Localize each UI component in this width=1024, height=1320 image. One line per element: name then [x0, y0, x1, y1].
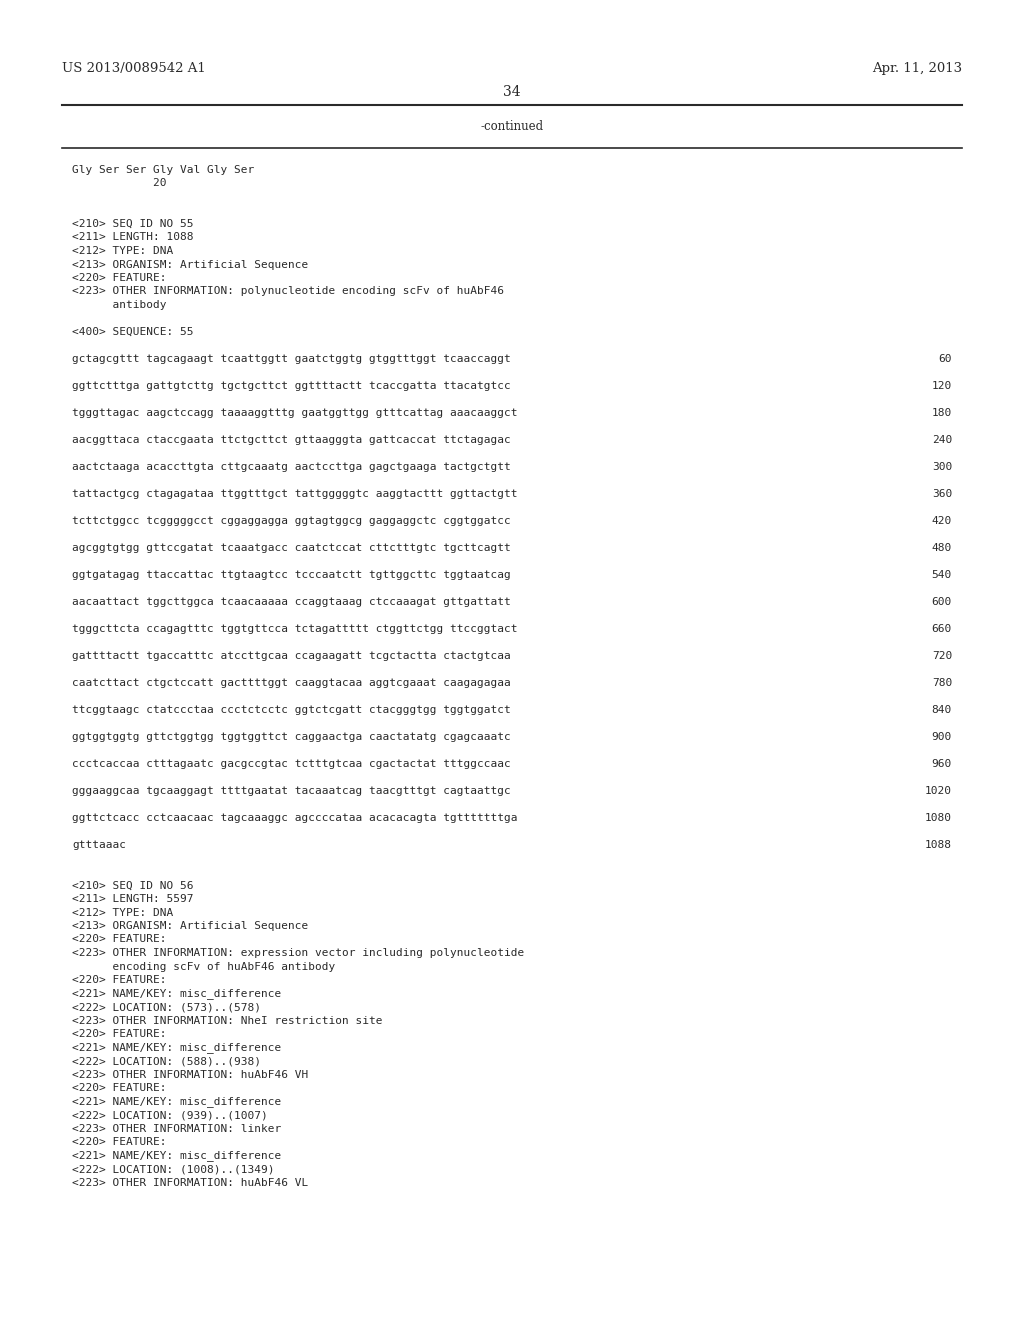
Text: <223> OTHER INFORMATION: huAbF46 VL: <223> OTHER INFORMATION: huAbF46 VL	[72, 1177, 308, 1188]
Text: US 2013/0089542 A1: US 2013/0089542 A1	[62, 62, 206, 75]
Text: ttcggtaagc ctatccctaa ccctctcctc ggtctcgatt ctacgggtgg tggtggatct: ttcggtaagc ctatccctaa ccctctcctc ggtctcg…	[72, 705, 511, 715]
Text: <220> FEATURE:: <220> FEATURE:	[72, 273, 167, 282]
Text: Apr. 11, 2013: Apr. 11, 2013	[871, 62, 962, 75]
Text: <220> FEATURE:: <220> FEATURE:	[72, 1137, 167, 1147]
Text: 660: 660	[932, 624, 952, 634]
Text: <222> LOCATION: (939)..(1007): <222> LOCATION: (939)..(1007)	[72, 1110, 267, 1119]
Text: tcttctggcc tcgggggcct cggaggagga ggtagtggcg gaggaggctc cggtggatcc: tcttctggcc tcgggggcct cggaggagga ggtagtg…	[72, 516, 511, 525]
Text: <211> LENGTH: 1088: <211> LENGTH: 1088	[72, 232, 194, 243]
Text: 480: 480	[932, 543, 952, 553]
Text: 840: 840	[932, 705, 952, 715]
Text: <223> OTHER INFORMATION: linker: <223> OTHER INFORMATION: linker	[72, 1123, 282, 1134]
Text: 360: 360	[932, 488, 952, 499]
Text: <222> LOCATION: (588)..(938): <222> LOCATION: (588)..(938)	[72, 1056, 261, 1067]
Text: <220> FEATURE:: <220> FEATURE:	[72, 1030, 167, 1039]
Text: 420: 420	[932, 516, 952, 525]
Text: aacggttaca ctaccgaata ttctgcttct gttaagggta gattcaccat ttctagagac: aacggttaca ctaccgaata ttctgcttct gttaagg…	[72, 436, 511, 445]
Text: 300: 300	[932, 462, 952, 473]
Text: <223> OTHER INFORMATION: huAbF46 VH: <223> OTHER INFORMATION: huAbF46 VH	[72, 1069, 308, 1080]
Text: 780: 780	[932, 678, 952, 688]
Text: 120: 120	[932, 381, 952, 391]
Text: agcggtgtgg gttccgatat tcaaatgacc caatctccat cttctttgtc tgcttcagtt: agcggtgtgg gttccgatat tcaaatgacc caatctc…	[72, 543, 511, 553]
Text: <212> TYPE: DNA: <212> TYPE: DNA	[72, 908, 173, 917]
Text: tgggttagac aagctccagg taaaaggtttg gaatggttgg gtttcattag aaacaaggct: tgggttagac aagctccagg taaaaggtttg gaatgg…	[72, 408, 517, 418]
Text: <223> OTHER INFORMATION: polynucleotide encoding scFv of huAbF46: <223> OTHER INFORMATION: polynucleotide …	[72, 286, 504, 297]
Text: ggttctttga gattgtcttg tgctgcttct ggttttactt tcaccgatta ttacatgtcc: ggttctttga gattgtcttg tgctgcttct ggtttta…	[72, 381, 511, 391]
Text: ggtggtggtg gttctggtgg tggtggttct caggaactga caactatatg cgagcaaatc: ggtggtggtg gttctggtgg tggtggttct caggaac…	[72, 733, 511, 742]
Text: 1088: 1088	[925, 840, 952, 850]
Text: gggaaggcaa tgcaaggagt ttttgaatat tacaaatcag taacgtttgt cagtaattgc: gggaaggcaa tgcaaggagt ttttgaatat tacaaat…	[72, 785, 511, 796]
Text: aacaattact tggcttggca tcaacaaaaa ccaggtaaag ctccaaagat gttgattatt: aacaattact tggcttggca tcaacaaaaa ccaggta…	[72, 597, 511, 607]
Text: 1020: 1020	[925, 785, 952, 796]
Text: ggtgatagag ttaccattac ttgtaagtcc tcccaatctt tgttggcttc tggtaatcag: ggtgatagag ttaccattac ttgtaagtcc tcccaat…	[72, 570, 511, 579]
Text: 540: 540	[932, 570, 952, 579]
Text: <223> OTHER INFORMATION: expression vector including polynucleotide: <223> OTHER INFORMATION: expression vect…	[72, 948, 524, 958]
Text: <211> LENGTH: 5597: <211> LENGTH: 5597	[72, 894, 194, 904]
Text: 1080: 1080	[925, 813, 952, 822]
Text: <221> NAME/KEY: misc_difference: <221> NAME/KEY: misc_difference	[72, 989, 282, 999]
Text: caatcttact ctgctccatt gacttttggt caaggtacaa aggtcgaaat caagagagaa: caatcttact ctgctccatt gacttttggt caaggta…	[72, 678, 511, 688]
Text: <210> SEQ ID NO 56: <210> SEQ ID NO 56	[72, 880, 194, 891]
Text: <220> FEATURE:: <220> FEATURE:	[72, 975, 167, 985]
Text: gattttactt tgaccatttc atccttgcaa ccagaagatt tcgctactta ctactgtcaa: gattttactt tgaccatttc atccttgcaa ccagaag…	[72, 651, 511, 661]
Text: <220> FEATURE:: <220> FEATURE:	[72, 935, 167, 945]
Text: gctagcgttt tagcagaagt tcaattggtt gaatctggtg gtggtttggt tcaaccaggt: gctagcgttt tagcagaagt tcaattggtt gaatctg…	[72, 354, 511, 364]
Text: <221> NAME/KEY: misc_difference: <221> NAME/KEY: misc_difference	[72, 1097, 282, 1107]
Text: 34: 34	[503, 84, 521, 99]
Text: <221> NAME/KEY: misc_difference: <221> NAME/KEY: misc_difference	[72, 1151, 282, 1162]
Text: <221> NAME/KEY: misc_difference: <221> NAME/KEY: misc_difference	[72, 1043, 282, 1053]
Text: <400> SEQUENCE: 55: <400> SEQUENCE: 55	[72, 327, 194, 337]
Text: ccctcaccaa ctttagaatc gacgccgtac tctttgtcaa cgactactat tttggccaac: ccctcaccaa ctttagaatc gacgccgtac tctttgt…	[72, 759, 511, 770]
Text: 600: 600	[932, 597, 952, 607]
Text: 240: 240	[932, 436, 952, 445]
Text: <213> ORGANISM: Artificial Sequence: <213> ORGANISM: Artificial Sequence	[72, 260, 308, 269]
Text: gtttaaac: gtttaaac	[72, 840, 126, 850]
Text: <222> LOCATION: (573)..(578): <222> LOCATION: (573)..(578)	[72, 1002, 261, 1012]
Text: encoding scFv of huAbF46 antibody: encoding scFv of huAbF46 antibody	[72, 961, 335, 972]
Text: 180: 180	[932, 408, 952, 418]
Text: Gly Ser Ser Gly Val Gly Ser: Gly Ser Ser Gly Val Gly Ser	[72, 165, 254, 176]
Text: <212> TYPE: DNA: <212> TYPE: DNA	[72, 246, 173, 256]
Text: 900: 900	[932, 733, 952, 742]
Text: <223> OTHER INFORMATION: NheI restriction site: <223> OTHER INFORMATION: NheI restrictio…	[72, 1015, 383, 1026]
Text: 720: 720	[932, 651, 952, 661]
Text: <220> FEATURE:: <220> FEATURE:	[72, 1082, 167, 1093]
Text: tgggcttcta ccagagtttc tggtgttcca tctagattttt ctggttctgg ttccggtact: tgggcttcta ccagagtttc tggtgttcca tctagat…	[72, 624, 517, 634]
Text: 60: 60	[939, 354, 952, 364]
Text: ggttctcacc cctcaacaac tagcaaaggc agccccataa acacacagta tgtttttttga: ggttctcacc cctcaacaac tagcaaaggc agcccca…	[72, 813, 517, 822]
Text: tattactgcg ctagagataa ttggtttgct tattgggggtc aaggtacttt ggttactgtt: tattactgcg ctagagataa ttggtttgct tattggg…	[72, 488, 517, 499]
Text: antibody: antibody	[72, 300, 167, 310]
Text: <222> LOCATION: (1008)..(1349): <222> LOCATION: (1008)..(1349)	[72, 1164, 274, 1173]
Text: <213> ORGANISM: Artificial Sequence: <213> ORGANISM: Artificial Sequence	[72, 921, 308, 931]
Text: 960: 960	[932, 759, 952, 770]
Text: <210> SEQ ID NO 55: <210> SEQ ID NO 55	[72, 219, 194, 228]
Text: aactctaaga acaccttgta cttgcaaatg aactccttga gagctgaaga tactgctgtt: aactctaaga acaccttgta cttgcaaatg aactcct…	[72, 462, 511, 473]
Text: -continued: -continued	[480, 120, 544, 133]
Text: 20: 20	[72, 178, 167, 189]
